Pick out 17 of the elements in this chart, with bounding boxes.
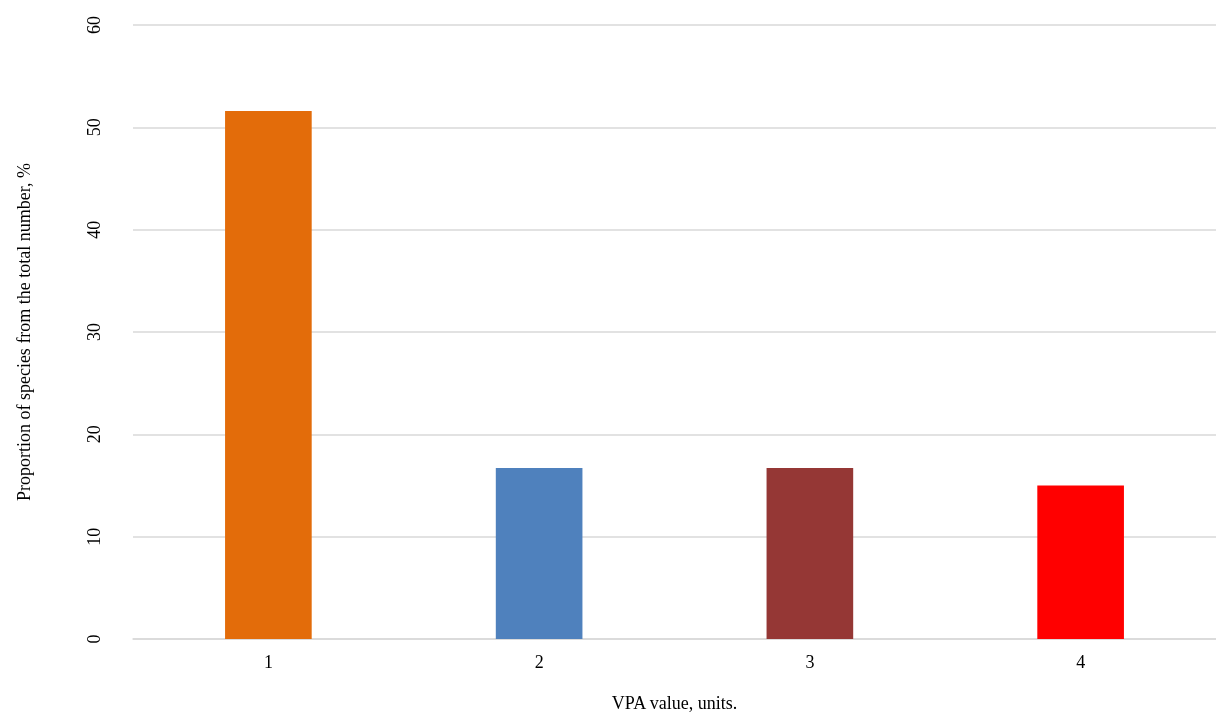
bar [1037,485,1124,639]
bar [766,468,854,639]
y-tick-label: 50 [84,118,104,137]
bar [225,110,312,639]
y-tick-label: 0 [84,634,104,644]
y-tick-label: 30 [84,323,104,341]
x-tick-label: 3 [805,652,815,672]
y-tick-label: 10 [84,527,104,546]
x-tick-label: 1 [263,652,273,672]
y-axis-title: Proportion of species from the total number, % [14,162,34,502]
y-tick-label: 20 [84,425,104,444]
bar [495,468,583,639]
x-tick-label: 4 [1076,652,1086,672]
x-tick-label: 2 [534,652,544,672]
y-tick-label: 40 [84,220,104,239]
y-tick-label: 60 [84,16,104,34]
x-axis-title: VPA value, units. [611,693,738,713]
